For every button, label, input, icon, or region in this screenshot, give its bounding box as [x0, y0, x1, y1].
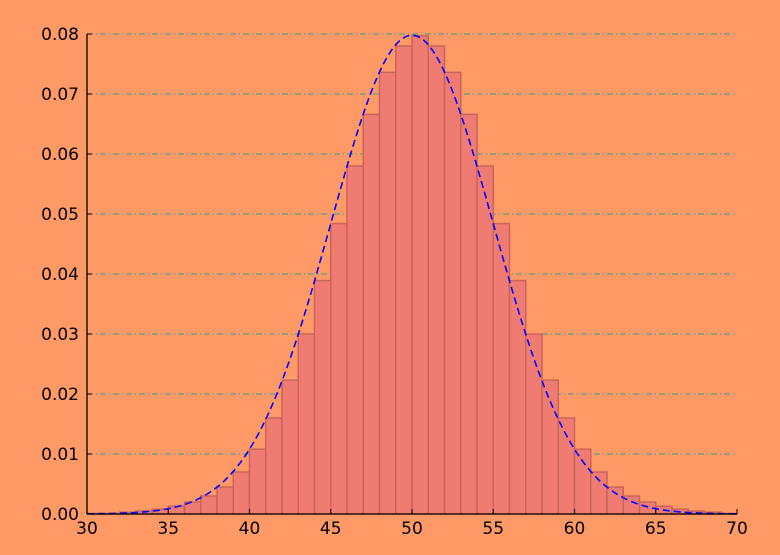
histogram-bar-28	[541, 379, 559, 515]
histogram-bar-8	[216, 486, 234, 515]
y-tick-label: 0.04	[41, 265, 79, 285]
histogram-bar-11	[265, 417, 283, 515]
histogram-bar-16	[346, 165, 364, 515]
histogram-bar-14	[313, 279, 332, 515]
histogram-bar-21	[427, 45, 446, 515]
histogram-bar-12	[281, 379, 299, 515]
histogram-bar-20	[411, 35, 429, 515]
histogram-bar-26	[508, 279, 527, 515]
histogram-bar-18	[378, 71, 397, 515]
x-tick-label: 60	[564, 519, 586, 539]
histogram-bar-10	[248, 448, 267, 515]
histogram-bars	[86, 35, 738, 515]
y-tick-label: 0.02	[41, 385, 79, 405]
x-tick-label: 50	[401, 519, 423, 539]
x-tick-label: 35	[157, 519, 179, 539]
y-tick-label: 0.01	[41, 445, 79, 465]
histogram-bar-27	[525, 333, 543, 515]
y-axis-ticks: 0.00 0.01 0.02 0.03 0.04 0.05 0.06 0.07 0.08	[41, 25, 92, 525]
histogram-bar-17	[362, 113, 381, 515]
x-tick-label: 70	[726, 519, 748, 539]
histogram-bar-19	[395, 45, 413, 515]
y-tick-label: 0.00	[41, 505, 79, 525]
histogram-bar-7	[200, 495, 218, 515]
y-tick-label: 0.08	[41, 25, 79, 45]
x-tick-label: 55	[482, 519, 504, 539]
histogram-bar-24	[476, 165, 494, 515]
histogram-bar-23	[460, 113, 478, 515]
histogram-bar-29	[557, 417, 576, 515]
histogram-bar-25	[492, 222, 511, 515]
histogram-bar-13	[297, 333, 316, 515]
x-axis-ticks: 30 35 40 45 50 55 60 65 70	[76, 509, 748, 539]
x-tick-label: 30	[76, 519, 98, 539]
y-tick-label: 0.07	[41, 85, 79, 105]
x-tick-label: 65	[645, 519, 667, 539]
histogram-bar-9	[232, 471, 251, 515]
x-tick-label: 45	[320, 519, 342, 539]
y-tick-label: 0.05	[41, 205, 79, 225]
y-tick-label: 0.06	[41, 145, 79, 165]
histogram-bar-22	[443, 71, 462, 515]
histogram-bar-15	[330, 222, 348, 515]
histogram-bar-32	[606, 486, 624, 515]
y-tick-label: 0.03	[41, 325, 79, 345]
histogram-bar-30	[573, 448, 592, 515]
x-tick-label: 40	[239, 519, 261, 539]
histogram-bar-31	[590, 471, 608, 515]
